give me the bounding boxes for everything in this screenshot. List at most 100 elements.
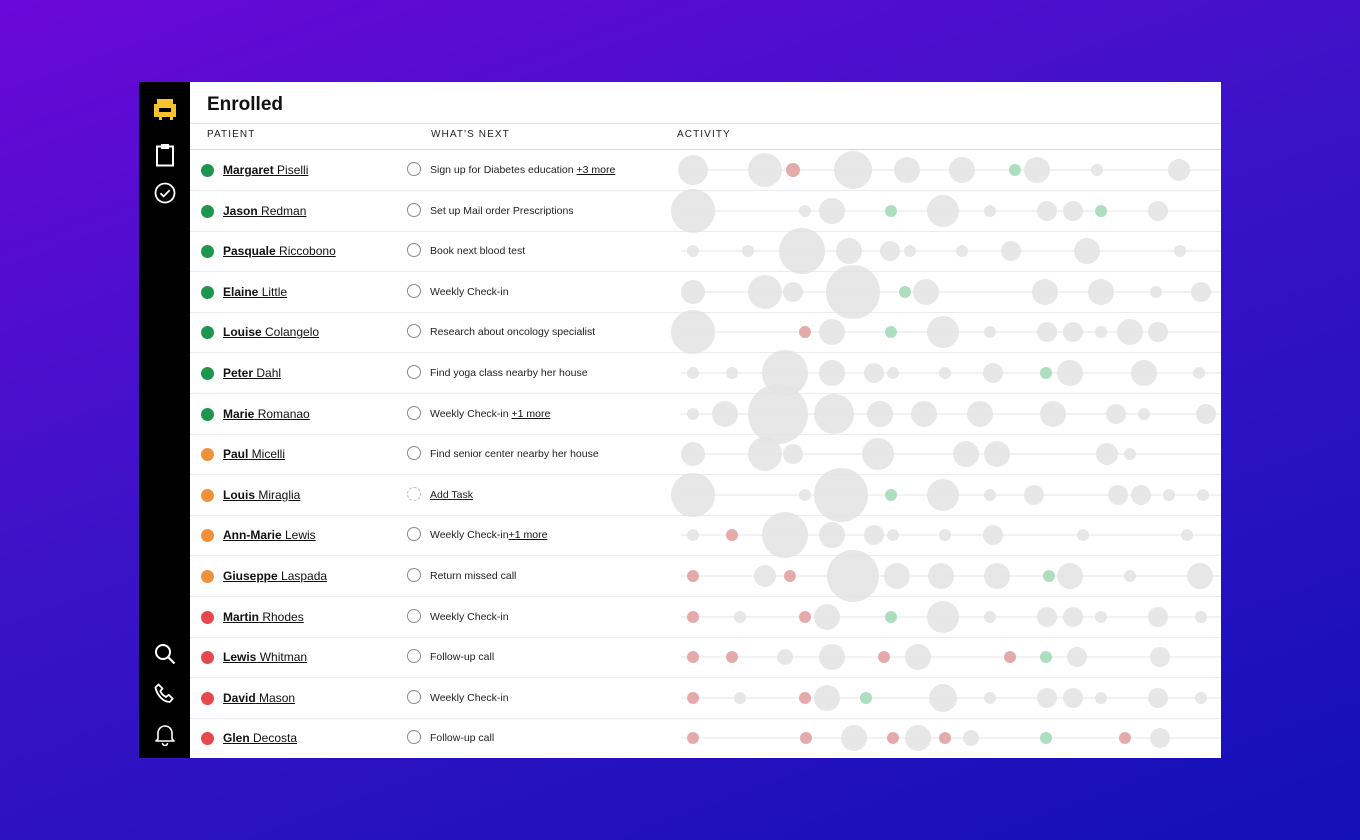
activity-bubble[interactable] (779, 228, 825, 275)
patient-name-link[interactable]: Giuseppe Laspada (223, 569, 327, 583)
activity-bubble[interactable] (904, 245, 916, 258)
activity-bubble[interactable] (1131, 360, 1157, 386)
activity-bubble-completed[interactable] (885, 204, 897, 217)
activity-bubble[interactable] (884, 563, 910, 589)
activity-bubble[interactable] (799, 488, 811, 501)
activity-bubble[interactable] (953, 441, 979, 468)
activity-bubble-missed[interactable] (799, 691, 811, 704)
next-task[interactable]: Add Task (430, 489, 473, 501)
patient-name-link[interactable]: David Mason (223, 691, 295, 705)
activity-bubble[interactable] (783, 444, 803, 465)
activity-bubble[interactable] (1148, 200, 1168, 221)
activity-bubble[interactable] (687, 529, 699, 542)
activity-bubble[interactable] (983, 525, 1003, 546)
activity-bubble[interactable] (1037, 687, 1057, 708)
table-row[interactable]: Ann-Marie Lewis Weekly Check-in+1 more (190, 512, 1221, 559)
more-tasks-link[interactable]: +1 more (511, 407, 551, 420)
activity-bubble[interactable] (1174, 245, 1186, 258)
activity-bubble[interactable] (726, 367, 738, 379)
next-task[interactable]: Weekly Check-in+1 more (430, 529, 547, 541)
next-task[interactable]: Set up Mail order Prescriptions (430, 205, 574, 217)
activity-bubble[interactable] (681, 442, 705, 467)
activity-bubble[interactable] (984, 204, 996, 217)
activity-bubble-missed[interactable] (687, 732, 699, 745)
activity-bubble[interactable] (1032, 278, 1058, 305)
activity-bubble[interactable] (671, 188, 715, 233)
activity-bubble-missed[interactable] (687, 691, 699, 704)
activity-bubble[interactable] (1095, 610, 1107, 623)
activity-bubble[interactable] (894, 157, 920, 183)
activity-bubble[interactable] (827, 550, 879, 602)
activity-bubble[interactable] (754, 565, 776, 587)
activity-bubble[interactable] (681, 279, 705, 304)
activity-bubble[interactable] (927, 316, 959, 349)
activity-bubble[interactable] (984, 610, 996, 623)
activity-bubble[interactable] (819, 319, 845, 346)
task-complete-checkbox[interactable] (407, 649, 421, 664)
activity-bubble[interactable] (887, 367, 899, 379)
task-complete-checkbox[interactable] (407, 324, 421, 339)
activity-bubble-completed[interactable] (885, 610, 897, 623)
activity-bubble-missed[interactable] (1119, 732, 1131, 745)
activity-bubble-missed[interactable] (1004, 651, 1016, 664)
activity-bubble[interactable] (687, 407, 699, 420)
table-row[interactable]: Margaret Piselli Sign up for Diabetes edu… (190, 150, 1221, 191)
next-task[interactable]: Sign up for Diabetes education +3 more (430, 164, 615, 176)
activity-bubble[interactable] (1067, 647, 1087, 668)
activity-bubble-missed[interactable] (784, 570, 796, 582)
task-complete-checkbox[interactable] (407, 243, 421, 258)
search-icon[interactable] (152, 641, 178, 667)
next-task[interactable]: Weekly Check-in (430, 692, 509, 704)
activity-bubble[interactable] (1057, 563, 1083, 589)
task-complete-checkbox[interactable] (407, 486, 421, 501)
patient-name-link[interactable]: Elaine Little (223, 285, 287, 299)
patient-name-link[interactable]: Ann-Marie Lewis (223, 528, 316, 542)
activity-bubble-missed[interactable] (726, 651, 738, 664)
activity-bubble[interactable] (984, 326, 996, 339)
activity-bubble-missed[interactable] (687, 651, 699, 664)
activity-bubble[interactable] (956, 245, 968, 258)
activity-bubble[interactable] (687, 367, 699, 379)
activity-bubble[interactable] (984, 441, 1010, 468)
patient-name-link[interactable]: Pasquale Riccobono (223, 244, 336, 258)
activity-bubble[interactable] (1091, 164, 1103, 176)
task-complete-checkbox[interactable] (407, 608, 421, 623)
activity-bubble[interactable] (984, 488, 996, 501)
activity-bubble[interactable] (887, 529, 899, 542)
activity-bubble[interactable] (905, 725, 931, 752)
table-row[interactable]: Louis Miraglia Add Task (190, 467, 1221, 522)
more-tasks-link[interactable]: +1 more (508, 529, 548, 542)
table-row[interactable]: Peter Dahl Find yoga class nearby her hou… (190, 350, 1221, 396)
activity-bubble[interactable] (1150, 728, 1170, 749)
more-tasks-link[interactable]: +3 more (576, 164, 616, 176)
task-complete-checkbox[interactable] (407, 365, 421, 379)
activity-bubble[interactable] (1131, 484, 1151, 505)
activity-bubble[interactable] (748, 274, 782, 309)
patient-name-link[interactable]: Louise Colangelo (223, 325, 319, 339)
activity-bubble[interactable] (1187, 563, 1213, 589)
clipboard-icon[interactable] (152, 142, 178, 168)
activity-bubble[interactable] (1138, 407, 1150, 420)
patient-name-link[interactable]: Glen Decosta (223, 731, 297, 745)
activity-bubble[interactable] (834, 151, 872, 189)
activity-bubble[interactable] (1117, 319, 1143, 346)
activity-bubble[interactable] (1197, 488, 1209, 501)
table-row[interactable]: Marie Romanao Weekly Check-in +1 more (190, 383, 1221, 444)
activity-bubble[interactable] (880, 241, 900, 262)
next-task[interactable]: Book next blood test (430, 245, 525, 257)
activity-bubble[interactable] (867, 400, 893, 427)
activity-bubble[interactable] (1163, 488, 1175, 501)
next-task[interactable]: Find senior center nearby her house (430, 448, 599, 460)
activity-bubble[interactable] (799, 204, 811, 217)
patient-name-link[interactable]: Margaret Piselli (223, 163, 308, 177)
activity-bubble[interactable] (927, 600, 959, 633)
activity-bubble[interactable] (1024, 484, 1044, 505)
activity-bubble-missed[interactable] (687, 570, 699, 582)
activity-bubble-missed[interactable] (786, 163, 800, 177)
activity-bubble[interactable] (1195, 610, 1207, 623)
activity-bubble[interactable] (1150, 647, 1170, 668)
activity-bubble-completed[interactable] (1009, 164, 1021, 176)
activity-bubble[interactable] (1108, 484, 1128, 505)
next-task[interactable]: Follow-up call (430, 651, 494, 663)
activity-bubble[interactable] (984, 691, 996, 704)
